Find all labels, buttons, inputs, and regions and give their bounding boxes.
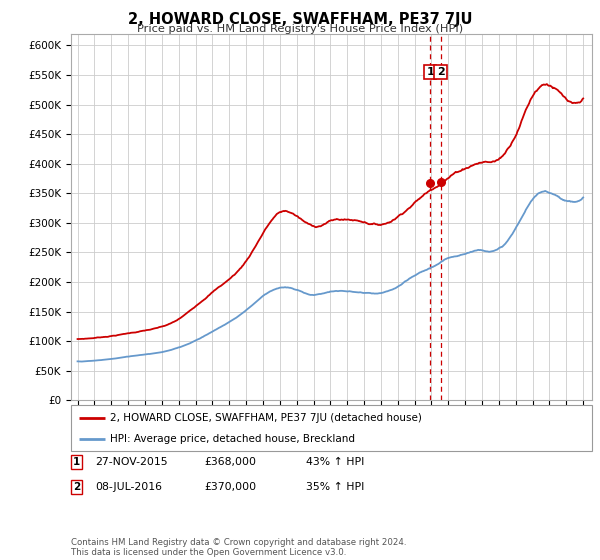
Text: 2, HOWARD CLOSE, SWAFFHAM, PE37 7JU (detached house): 2, HOWARD CLOSE, SWAFFHAM, PE37 7JU (det… (110, 413, 422, 423)
Text: 1: 1 (73, 457, 80, 467)
Text: Price paid vs. HM Land Registry's House Price Index (HPI): Price paid vs. HM Land Registry's House … (137, 24, 463, 34)
Text: 08-JUL-2016: 08-JUL-2016 (95, 482, 162, 492)
Text: 43% ↑ HPI: 43% ↑ HPI (306, 457, 364, 467)
Text: 2, HOWARD CLOSE, SWAFFHAM, PE37 7JU: 2, HOWARD CLOSE, SWAFFHAM, PE37 7JU (128, 12, 472, 27)
Text: £368,000: £368,000 (204, 457, 256, 467)
Text: 35% ↑ HPI: 35% ↑ HPI (306, 482, 364, 492)
Text: Contains HM Land Registry data © Crown copyright and database right 2024.
This d: Contains HM Land Registry data © Crown c… (71, 538, 406, 557)
Text: 2: 2 (437, 67, 445, 77)
Text: 27-NOV-2015: 27-NOV-2015 (95, 457, 167, 467)
Text: 1: 1 (426, 67, 434, 77)
Text: 2: 2 (73, 482, 80, 492)
FancyBboxPatch shape (71, 405, 592, 451)
Text: £370,000: £370,000 (204, 482, 256, 492)
Text: HPI: Average price, detached house, Breckland: HPI: Average price, detached house, Brec… (110, 435, 355, 444)
